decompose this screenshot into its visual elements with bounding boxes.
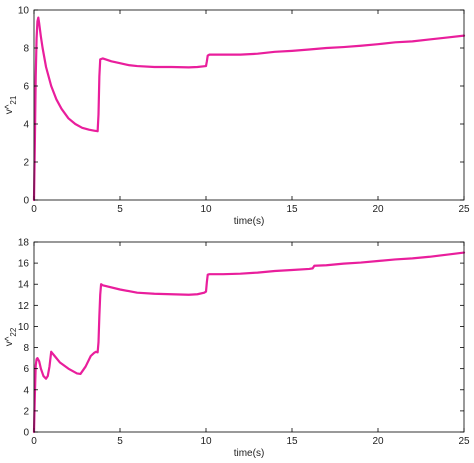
bottom-y-axis-label-subscript: 22 — [9, 327, 18, 336]
top-series-line — [32, 16, 466, 202]
bottom-y-tick-label: 8 — [23, 343, 29, 354]
bottom-y-tick-label: 16 — [18, 259, 30, 270]
bottom-plot-frame — [33, 241, 465, 433]
bottom-x-tick-label: 5 — [117, 436, 123, 447]
bottom-y-tick-label: 12 — [18, 301, 30, 312]
bottom-y-tick-label: 4 — [23, 385, 29, 396]
top-y-axis-label-subscript: 21 — [9, 95, 18, 104]
bottom-x-axis-label: time(s) — [234, 448, 265, 459]
bottom-x-tick-label: 20 — [372, 436, 384, 447]
bottom-y-tick-label: 6 — [23, 364, 29, 375]
top-x-tick-label: 0 — [31, 204, 37, 215]
top-y-tick-label: 0 — [23, 196, 29, 207]
top-x-tick-label: 15 — [286, 204, 298, 215]
top-y-axis-label: v^21 — [4, 95, 18, 114]
bottom-x-tick-label: 15 — [286, 436, 298, 447]
bottom-series-line — [32, 251, 466, 434]
top-y-tick-label: 4 — [23, 120, 29, 131]
bottom-chart-panel: 0 5 10 15 20 25 0 2 4 6 8 10 12 14 16 18 time(s) v^22 — [4, 238, 470, 460]
top-plot-frame — [33, 9, 465, 201]
top-x-tick-label: 25 — [458, 204, 470, 215]
bottom-x-tick-label: 0 — [31, 436, 37, 447]
top-chart-panel: 0 5 10 15 20 25 0 2 4 6 8 10 time(s) v^21 — [4, 6, 470, 228]
top-x-tick-label: 5 — [117, 204, 123, 215]
top-x-tick-label: 10 — [200, 204, 212, 215]
bottom-y-tick-label: 10 — [18, 322, 30, 333]
top-y-tick-label: 6 — [23, 82, 29, 93]
bottom-x-tick-label: 25 — [458, 436, 470, 447]
top-x-axis-label: time(s) — [234, 216, 265, 227]
top-x-tick-label: 20 — [372, 204, 384, 215]
top-y-tick-label: 2 — [23, 158, 29, 169]
bottom-y-tick-label: 2 — [23, 406, 29, 417]
bottom-y-tick-label: 18 — [18, 238, 30, 249]
bottom-y-axis-label: v^22 — [4, 327, 18, 346]
bottom-x-tick-label: 10 — [200, 436, 212, 447]
top-y-tick-label: 8 — [23, 44, 29, 55]
top-y-tick-label: 10 — [18, 6, 30, 17]
bottom-y-tick-label: 14 — [18, 280, 30, 291]
bottom-y-tick-label: 0 — [23, 428, 29, 439]
